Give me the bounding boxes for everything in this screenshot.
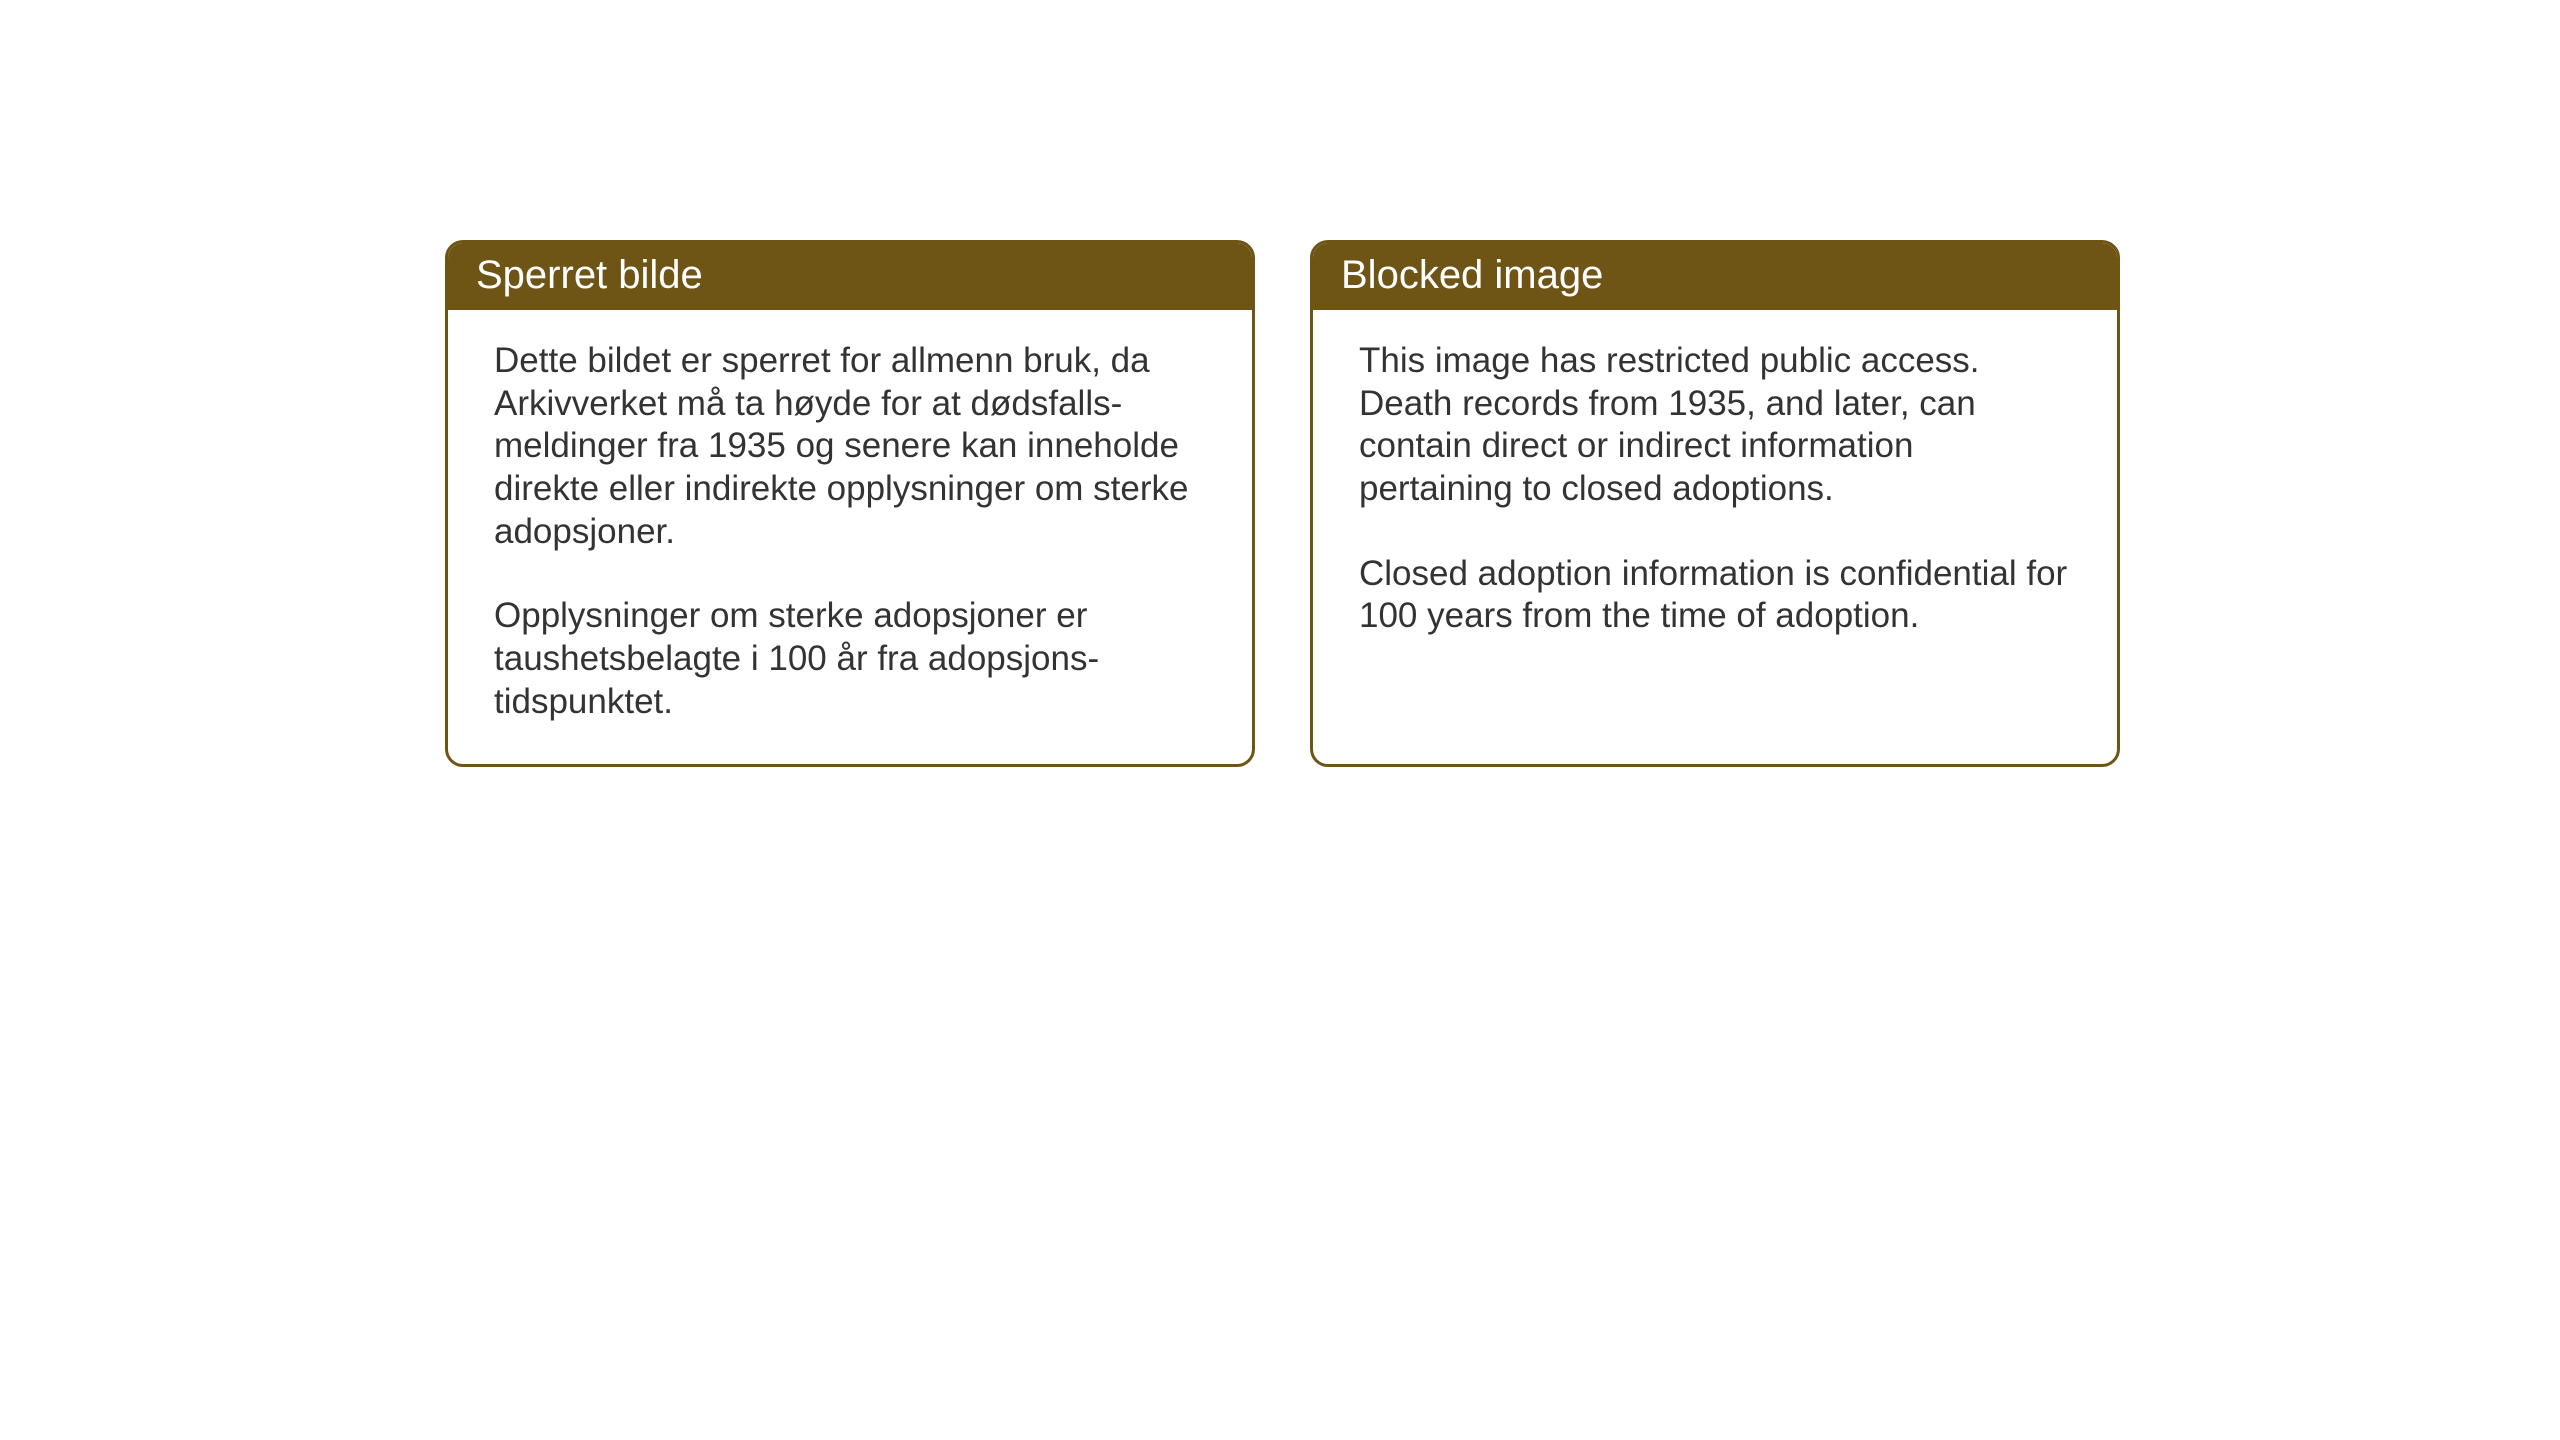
card-body-english: This image has restricted public access.… (1313, 310, 2117, 718)
card-title-english: Blocked image (1341, 253, 1603, 297)
card-paragraph2-english: Closed adoption information is confident… (1359, 553, 2071, 638)
card-body-norwegian: Dette bildet er sperret for allmenn bruk… (448, 310, 1252, 764)
card-paragraph1-norwegian: Dette bildet er sperret for allmenn bruk… (494, 340, 1206, 553)
notice-card-norwegian: Sperret bilde Dette bildet er sperret fo… (445, 240, 1255, 767)
card-paragraph1-english: This image has restricted public access.… (1359, 340, 2071, 511)
card-header-norwegian: Sperret bilde (448, 243, 1252, 310)
card-header-english: Blocked image (1313, 243, 2117, 310)
card-paragraph2-norwegian: Opplysninger om sterke adopsjoner er tau… (494, 595, 1206, 723)
notice-card-english: Blocked image This image has restricted … (1310, 240, 2120, 767)
card-title-norwegian: Sperret bilde (476, 253, 703, 297)
notice-cards-container: Sperret bilde Dette bildet er sperret fo… (445, 240, 2120, 767)
